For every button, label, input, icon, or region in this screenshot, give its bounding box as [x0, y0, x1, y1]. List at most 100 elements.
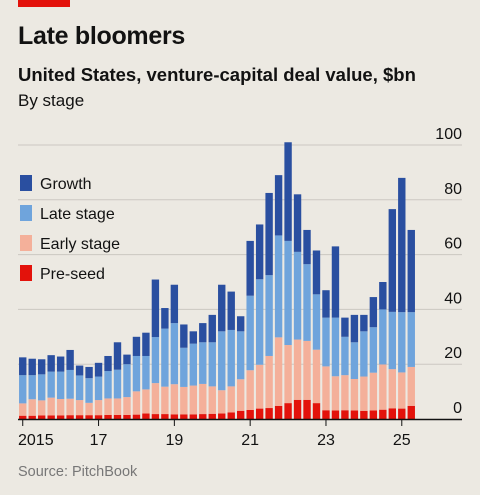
- legend-swatch-early-stage: [20, 235, 32, 251]
- bar-segment-early-stage: [189, 385, 197, 415]
- bar-segment-early-stage: [284, 345, 292, 404]
- bar-segment-growth: [322, 290, 330, 318]
- bar-segment-growth: [379, 282, 387, 310]
- bar-segment-late-stage: [113, 369, 122, 399]
- bar-segment-growth: [360, 314, 368, 332]
- bar-segment-early-stage: [151, 383, 160, 415]
- bar-segment-pre-seed: [151, 414, 160, 419]
- bar-segment-early-stage: [379, 364, 387, 410]
- bar-segment-early-stage: [170, 384, 179, 415]
- legend: Growth Late stage Early stage Pre-seed: [20, 175, 120, 283]
- bar-segment-growth: [236, 316, 245, 332]
- bar-segment-early-stage: [132, 391, 141, 415]
- bar-segment-late-stage: [75, 375, 84, 401]
- bar-segment-pre-seed: [47, 415, 55, 419]
- bar-segment-late-stage: [123, 364, 131, 398]
- bar-segment-growth: [255, 224, 264, 280]
- bar-segment-early-stage: [369, 372, 378, 411]
- x-tick-label: 25: [393, 432, 411, 449]
- bar-segment-pre-seed: [28, 415, 36, 419]
- bar-segment-growth: [189, 331, 197, 344]
- bar-segment-late-stage: [398, 312, 406, 373]
- bar-segment-early-stage: [28, 399, 36, 416]
- bar-segment-growth: [180, 324, 188, 348]
- bar-segment-late-stage: [227, 329, 235, 387]
- bar-segment-pre-seed: [189, 414, 197, 419]
- bar-segment-growth: [274, 175, 283, 236]
- bar-segment-growth: [56, 356, 65, 372]
- bar-segment-late-stage: [293, 251, 302, 340]
- bar-segment-pre-seed: [170, 414, 179, 419]
- brand-accent-bar: [18, 0, 70, 7]
- bar-segment-late-stage: [180, 347, 188, 387]
- bar-segment-late-stage: [246, 295, 254, 371]
- chart-subtitle: United States, venture-capital deal valu…: [18, 64, 416, 85]
- bar-segment-growth: [341, 317, 349, 337]
- source-note: Source: PitchBook: [18, 464, 138, 480]
- bar-segment-pre-seed: [123, 414, 131, 419]
- bar-segment-early-stage: [255, 364, 264, 409]
- y-tick-label: 40: [444, 290, 462, 307]
- y-tick-label: 60: [444, 236, 462, 253]
- bar-segment-late-stage: [379, 309, 387, 365]
- bar-segment-late-stage: [341, 336, 349, 376]
- bar-segment-growth: [47, 355, 55, 372]
- bar-segment-growth: [331, 246, 340, 318]
- bar-segment-early-stage: [236, 379, 245, 411]
- bar-segment-early-stage: [66, 398, 74, 416]
- bar-segment-pre-seed: [19, 415, 27, 419]
- bar-segment-pre-seed: [398, 408, 406, 419]
- bar-segment-late-stage: [303, 264, 311, 341]
- bar-segment-late-stage: [56, 371, 65, 399]
- bar-segment-growth: [303, 229, 311, 265]
- bar-segment-pre-seed: [199, 414, 207, 419]
- bar-segment-pre-seed: [369, 410, 378, 419]
- bar-segment-late-stage: [28, 375, 36, 400]
- bar-segment-late-stage: [284, 240, 292, 346]
- bar-segment-growth: [104, 355, 112, 372]
- bar-segment-pre-seed: [75, 415, 84, 419]
- bar-segment-growth: [151, 279, 160, 338]
- chart-title: Late bloomers: [18, 22, 185, 50]
- bar-segment-early-stage: [322, 366, 330, 411]
- legend-label-early-stage: Early stage: [40, 236, 120, 253]
- bar-segment-growth: [293, 194, 302, 252]
- bar-segment-growth: [199, 323, 207, 343]
- bar-segment-early-stage: [274, 337, 283, 406]
- bar-segment-pre-seed: [66, 415, 74, 419]
- bar-segment-growth: [369, 297, 378, 328]
- bar-segment-pre-seed: [104, 414, 112, 419]
- bar-segment-early-stage: [199, 383, 207, 415]
- bar-segment-pre-seed: [85, 415, 93, 419]
- bar-segment-late-stage: [66, 369, 74, 399]
- x-tick-label: 23: [317, 432, 335, 449]
- bar-segment-growth: [94, 362, 103, 377]
- bar-segment-early-stage: [227, 386, 235, 413]
- bar-segment-early-stage: [94, 400, 103, 416]
- bar-segment-growth: [170, 284, 179, 324]
- bar-segment-pre-seed: [293, 399, 302, 419]
- bar-segment-late-stage: [350, 342, 359, 379]
- bar-segment-late-stage: [151, 337, 160, 384]
- bar-segment-early-stage: [123, 397, 131, 415]
- bars: [19, 142, 415, 419]
- bar-segment-early-stage: [293, 339, 302, 400]
- bar-segment-pre-seed: [379, 409, 387, 419]
- legend-label-late-stage: Late stage: [40, 206, 115, 223]
- bar-segment-late-stage: [189, 343, 197, 386]
- bar-segment-late-stage: [360, 331, 368, 377]
- bar-segment-growth: [132, 336, 141, 356]
- bar-segment-late-stage: [322, 317, 330, 367]
- bar-segment-growth: [350, 314, 359, 343]
- bar-segment-growth: [123, 354, 131, 365]
- bar-segment-pre-seed: [208, 413, 216, 419]
- bar-segment-pre-seed: [113, 414, 122, 419]
- bar-segment-growth: [161, 308, 169, 329]
- bar-segment-early-stage: [218, 390, 226, 414]
- bar-segment-late-stage: [388, 311, 396, 370]
- bar-segment-pre-seed: [360, 410, 368, 419]
- bar-segment-growth: [19, 357, 27, 376]
- bar-segment-growth: [66, 349, 74, 370]
- bar-segment-pre-seed: [236, 410, 245, 419]
- bar-segment-late-stage: [274, 235, 283, 338]
